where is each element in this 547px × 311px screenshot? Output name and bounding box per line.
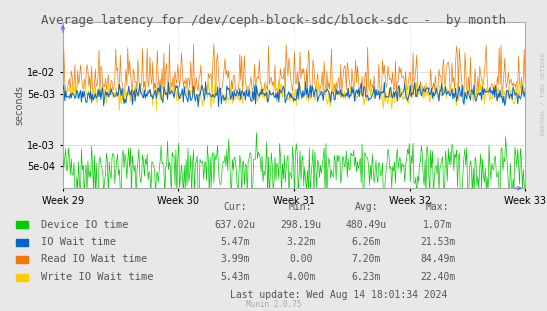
Text: Read IO Wait time: Read IO Wait time [41,254,147,264]
Text: 637.02u: 637.02u [214,220,256,230]
Text: 480.49u: 480.49u [346,220,387,230]
Text: 0.00: 0.00 [289,254,312,264]
Text: 21.53m: 21.53m [420,237,455,247]
Text: Munin 2.0.75: Munin 2.0.75 [246,299,301,309]
Text: Last update: Wed Aug 14 18:01:34 2024: Last update: Wed Aug 14 18:01:34 2024 [230,290,448,300]
Text: Write IO Wait time: Write IO Wait time [41,272,154,282]
Text: 84.49m: 84.49m [420,254,455,264]
Text: 1.07m: 1.07m [423,220,452,230]
Text: 4.00m: 4.00m [286,272,316,282]
Text: Cur:: Cur: [224,202,247,212]
Text: Device IO time: Device IO time [41,220,129,230]
Text: 3.22m: 3.22m [286,237,316,247]
Text: IO Wait time: IO Wait time [41,237,116,247]
Text: 7.20m: 7.20m [352,254,381,264]
Text: Avg:: Avg: [355,202,378,212]
Text: Average latency for /dev/ceph-block-sdc/block-sdc  -  by month: Average latency for /dev/ceph-block-sdc/… [41,14,506,27]
Text: 5.47m: 5.47m [220,237,250,247]
Text: Max:: Max: [426,202,449,212]
Text: 6.23m: 6.23m [352,272,381,282]
Text: Min:: Min: [289,202,312,212]
Text: 3.99m: 3.99m [220,254,250,264]
Text: 22.40m: 22.40m [420,272,455,282]
Text: 298.19u: 298.19u [280,220,322,230]
Text: RRDTOOL / TOBI OETIKER: RRDTOOL / TOBI OETIKER [541,52,546,135]
Y-axis label: seconds: seconds [14,85,25,125]
Text: 6.26m: 6.26m [352,237,381,247]
Text: 5.43m: 5.43m [220,272,250,282]
